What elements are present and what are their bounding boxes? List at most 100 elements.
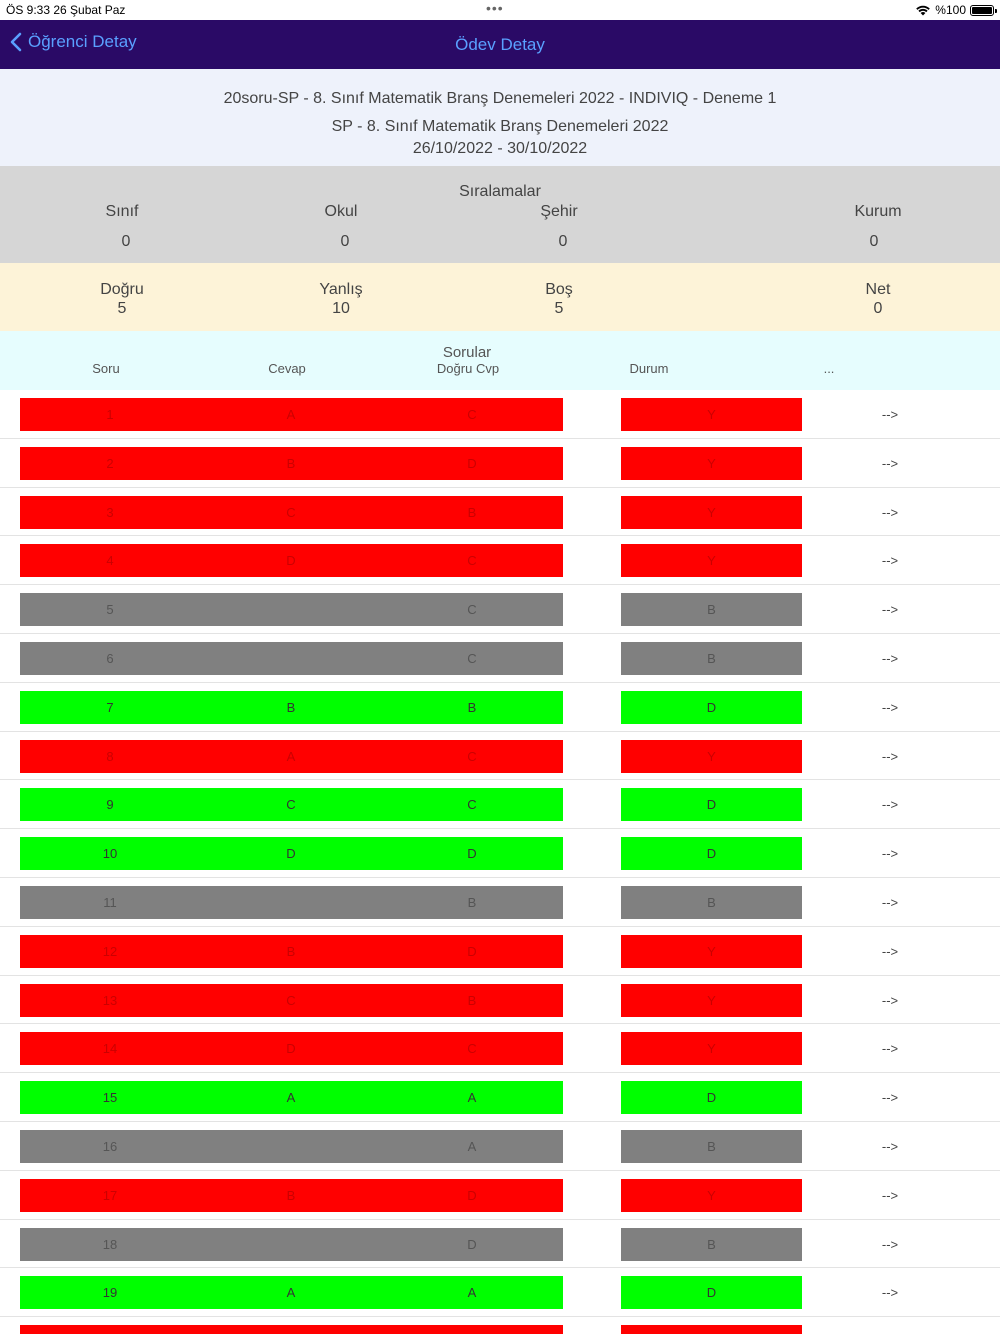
student-answer: C — [286, 992, 296, 1008]
correct-answer — [412, 1325, 532, 1334]
answer-bar — [20, 544, 563, 578]
score-net-value: 0 — [873, 300, 883, 317]
detail-arrow-link[interactable]: --> — [881, 846, 899, 862]
student-answer: D — [286, 846, 296, 862]
answer-bar — [20, 495, 563, 529]
question-row[interactable]: 19 A A D --> — [0, 1268, 1000, 1318]
detail-arrow-link[interactable]: --> — [881, 1090, 899, 1106]
question-row[interactable]: 1 A C Y --> — [0, 390, 1000, 439]
detail-arrow-link[interactable]: --> — [881, 455, 899, 471]
question-row[interactable]: 4 D C Y --> — [0, 536, 1000, 586]
question-number: 11 — [103, 894, 117, 910]
detail-arrow-link[interactable]: --> — [881, 894, 899, 910]
detail-arrow-link[interactable]: --> — [881, 553, 899, 569]
correct-answer: D — [467, 943, 477, 959]
detail-arrow-link[interactable]: --> — [881, 943, 899, 959]
student-answer: A — [286, 1090, 296, 1106]
question-number: 12 — [102, 943, 118, 959]
status-bar-cell — [621, 788, 802, 822]
answer-status: Y — [707, 504, 716, 520]
questions-list: 1 A C Y --> 2 B D Y --> 3 C B Y --> 4 D C Y --> 5 C B --> 6 C B -->… — [0, 390, 1000, 1334]
header-cevap: Cevap — [268, 361, 306, 376]
question-row[interactable]: 11 B B --> — [0, 878, 1000, 927]
question-row[interactable]: 2 B D Y --> — [0, 439, 1000, 488]
detail-arrow-link[interactable]: --> — [881, 504, 899, 520]
student-answer: B — [286, 943, 296, 959]
answer-status: D — [706, 797, 717, 813]
detail-arrow-link[interactable]: --> — [881, 699, 899, 715]
battery-icon — [970, 4, 997, 16]
rank-sinif-value: 0 — [121, 233, 131, 250]
answer-bar — [20, 837, 563, 871]
status-bar-cell — [621, 739, 802, 773]
detail-arrow-link[interactable]: --> — [881, 1285, 899, 1301]
question-row[interactable]: 5 C B --> — [0, 585, 1000, 634]
rankings-section: Sıralamalar Sınıf 0 Okul 0 Şehir 0 Kurum… — [0, 166, 1000, 263]
answer-bar — [20, 1129, 563, 1163]
correct-answer: C — [467, 553, 477, 569]
question-number: 20 — [50, 1325, 170, 1334]
answer-bar — [20, 885, 563, 919]
score-yanlis-value: 10 — [332, 300, 350, 317]
question-row[interactable]: 16 A B --> — [0, 1122, 1000, 1171]
correct-answer: B — [467, 699, 477, 715]
answer-status: D — [706, 1090, 717, 1106]
assignment-info: 20soru-SP - 8. Sınıf Matematik Branş Den… — [0, 69, 1000, 166]
student-answer: C — [286, 504, 296, 520]
detail-arrow-link[interactable]: --> — [881, 748, 899, 764]
detail-arrow-link[interactable]: --> — [881, 992, 899, 1008]
question-row[interactable]: 15 A A D --> — [0, 1073, 1000, 1122]
detail-arrow-link[interactable]: --> — [881, 650, 899, 666]
question-number: 9 — [106, 797, 114, 813]
multitask-dots[interactable]: ••• — [486, 0, 504, 16]
answer-status: B — [707, 894, 716, 910]
question-row[interactable]: 9 C C D --> — [0, 780, 1000, 830]
question-row[interactable]: 13 C B Y --> — [0, 976, 1000, 1025]
question-row[interactable]: 12 B D Y --> — [0, 927, 1000, 976]
header-durum: Durum — [629, 361, 669, 376]
rank-kurum: Kurum 0 — [818, 203, 938, 251]
detail-arrow-link[interactable] — [850, 1325, 930, 1334]
answer-bar — [20, 641, 563, 675]
detail-arrow-link[interactable]: --> — [881, 1187, 899, 1203]
detail-arrow-link[interactable]: --> — [881, 1236, 899, 1252]
answer-bar — [20, 446, 563, 480]
student-answer — [231, 1228, 351, 1261]
question-row[interactable]: 18 D B --> — [0, 1220, 1000, 1269]
score-dogru-value: 5 — [117, 300, 127, 317]
status-bar-cell — [621, 837, 802, 871]
question-row[interactable]: 8 A C Y --> — [0, 732, 1000, 781]
rank-kurum-label: Kurum — [854, 203, 902, 220]
detail-arrow-link[interactable]: --> — [881, 1041, 899, 1057]
student-answer: A — [286, 407, 296, 422]
score-summary: Doğru 5 Yanlış 10 Boş 5 Net 0 — [0, 263, 1000, 331]
answer-status: D — [706, 846, 717, 862]
question-row[interactable]: 10 D D D --> — [0, 829, 1000, 878]
rank-sehir: Şehir 0 — [499, 203, 619, 251]
student-answer: B — [286, 699, 296, 715]
question-row[interactable]: 7 B B D --> — [0, 683, 1000, 732]
detail-arrow-link[interactable]: --> — [881, 1138, 899, 1154]
header-dogru-cvp: Doğru Cvp — [436, 361, 500, 376]
detail-arrow-link[interactable]: --> — [881, 602, 899, 618]
correct-answer: B — [467, 504, 477, 520]
back-button[interactable]: Öğrenci Detay — [10, 32, 137, 52]
answer-bar — [20, 1227, 563, 1261]
question-row[interactable]: 6 C B --> — [0, 634, 1000, 683]
answer-status: B — [707, 1138, 716, 1154]
correct-answer: C — [467, 650, 477, 666]
detail-arrow-link[interactable]: --> — [881, 797, 899, 813]
question-row[interactable]: 3 C B Y --> — [0, 488, 1000, 537]
status-bar-cell — [621, 885, 802, 919]
question-row[interactable]: 14 D C Y --> — [0, 1024, 1000, 1074]
chevron-left-icon — [10, 32, 22, 52]
detail-arrow-link[interactable]: --> — [881, 407, 899, 422]
answer-bar — [20, 1325, 563, 1334]
question-number: 19 — [102, 1285, 118, 1301]
question-row[interactable]: 17 B D Y --> — [0, 1171, 1000, 1220]
answer-status: Y — [707, 992, 716, 1008]
question-row[interactable]: 20 — [0, 1317, 1000, 1334]
status-bar: ÖS 9:33 26 Şubat Paz ••• %100 — [0, 0, 1000, 20]
answer-bar — [20, 1032, 563, 1066]
score-dogru: Doğru 5 — [62, 280, 182, 318]
